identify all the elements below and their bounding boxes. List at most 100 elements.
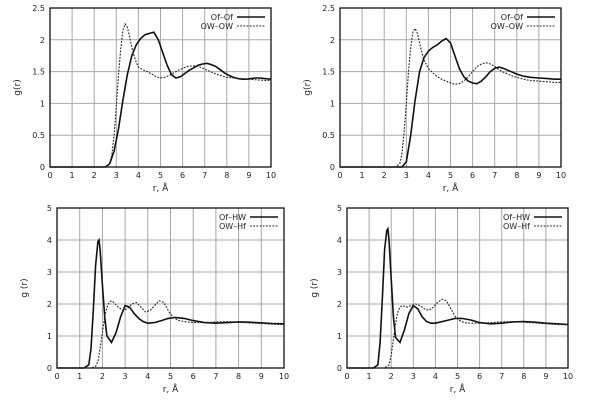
- y-axis-label: g(r): [13, 79, 23, 95]
- x-tick-label: 6: [470, 171, 475, 180]
- y-tick-label: 2.5: [322, 4, 335, 13]
- y-tick-label: 5: [337, 204, 342, 213]
- series-line-2: [50, 22, 271, 168]
- grid: [49, 7, 272, 168]
- y-tick-label: 0.5: [322, 131, 335, 140]
- x-tick-label: 0: [54, 372, 59, 381]
- chart-panel-2: 0 1 2 3 4 5 6 7 8 9 10 0 0.5 1 1.5 2 2.5 r, Å g(r) Of–OfOW–…: [303, 4, 566, 194]
- x-tick-label: 5: [448, 171, 453, 180]
- series-line-1: [347, 226, 569, 369]
- y-axis-label: g (r): [20, 278, 30, 297]
- x-tick-label: 7: [492, 171, 497, 180]
- y-axis-label: g(r): [303, 79, 313, 95]
- chart-panel-1: 0 1 2 3 4 5 6 7 8 9 10 0 0.5 1 1.5 2 2.5 r, Å g(r) Of–OfOW–…: [13, 4, 276, 194]
- x-tick-label: 5: [455, 372, 460, 381]
- x-axis-label: r, Å: [450, 383, 466, 395]
- x-axis-label: r, Å: [443, 182, 459, 194]
- y-tick-label: 0: [47, 364, 52, 373]
- plot-frame: [49, 7, 272, 168]
- x-tick-label: 6: [191, 372, 196, 381]
- x-tick-label: 2: [100, 372, 105, 381]
- x-tick-label: 10: [563, 372, 573, 381]
- x-tick-label: 5: [168, 372, 173, 381]
- plot-frame: [346, 207, 569, 369]
- legend-label: OW–OW: [201, 22, 234, 31]
- x-tick-label: 8: [514, 171, 519, 180]
- y-tick-label: 1.5: [32, 68, 45, 77]
- legend-label: Of–HW: [503, 213, 530, 222]
- x-tick-label: 4: [426, 171, 431, 180]
- x-tick-label: 3: [123, 372, 128, 381]
- y-tick-label: 1: [40, 99, 45, 108]
- x-tick-label: 3: [114, 171, 119, 180]
- legend-label: OW–OW: [491, 22, 524, 31]
- x-tick-label: 2: [389, 372, 394, 381]
- y-tick-label: 3: [47, 268, 52, 277]
- legend-label: Of–Of: [501, 13, 523, 22]
- x-tick-label: 1: [70, 171, 75, 180]
- series-line-1: [50, 31, 272, 168]
- x-tick-label: 7: [499, 372, 504, 381]
- x-tick-label: 4: [136, 171, 141, 180]
- y-tick-label: 2: [47, 300, 52, 309]
- x-tick-label: 1: [77, 372, 82, 381]
- y-tick-label: 1: [47, 332, 52, 341]
- x-tick-label: 10: [266, 171, 276, 180]
- plot-frame: [339, 7, 562, 168]
- x-tick-label: 3: [404, 171, 409, 180]
- x-tick-label: 9: [259, 372, 264, 381]
- x-tick-label: 6: [477, 372, 482, 381]
- x-tick-label: 1: [360, 171, 365, 180]
- plot-frame: [56, 207, 285, 369]
- y-axis-label: g (r): [310, 278, 320, 297]
- series-line-1: [57, 237, 285, 369]
- x-tick-label: 10: [279, 372, 289, 381]
- series-line-2: [57, 300, 285, 369]
- series-line-1: [340, 37, 561, 168]
- series-line-2: [347, 298, 569, 369]
- x-tick-label: 5: [158, 171, 163, 180]
- x-axis-label: r, Å: [153, 182, 169, 194]
- x-tick-label: 7: [202, 171, 207, 180]
- x-tick-label: 10: [556, 171, 566, 180]
- x-tick-label: 4: [433, 372, 438, 381]
- y-tick-label: 1: [337, 332, 342, 341]
- x-tick-label: 9: [543, 372, 548, 381]
- x-tick-label: 2: [382, 171, 387, 180]
- x-tick-label: 8: [521, 372, 526, 381]
- series-line-2: [340, 27, 561, 168]
- y-tick-label: 0: [40, 163, 45, 172]
- x-tick-label: 0: [337, 171, 342, 180]
- y-tick-label: 5: [47, 204, 52, 213]
- x-tick-label: 4: [145, 372, 150, 381]
- y-tick-label: 4: [337, 236, 342, 245]
- x-tick-label: 9: [246, 171, 251, 180]
- y-tick-label: 2: [337, 300, 342, 309]
- x-tick-label: 6: [180, 171, 185, 180]
- legend-label: OW–Hf: [503, 222, 530, 231]
- y-tick-label: 0.5: [32, 131, 45, 140]
- x-axis-label: r, Å: [163, 383, 179, 395]
- x-tick-label: 8: [224, 171, 229, 180]
- y-tick-label: 4: [47, 236, 52, 245]
- y-tick-label: 2.5: [32, 4, 45, 13]
- legend-label: Of–HW: [219, 213, 246, 222]
- x-tick-label: 9: [536, 171, 541, 180]
- legend-label: OW–Hf: [219, 222, 246, 231]
- grid: [339, 7, 562, 168]
- x-tick-label: 2: [92, 171, 97, 180]
- x-tick-label: 7: [213, 372, 218, 381]
- legend-label: Of–Of: [211, 13, 233, 22]
- y-tick-label: 2: [40, 36, 45, 45]
- y-tick-label: 2: [330, 36, 335, 45]
- x-tick-label: 1: [367, 372, 372, 381]
- y-tick-label: 1: [330, 99, 335, 108]
- y-tick-label: 1.5: [322, 68, 335, 77]
- x-tick-label: 3: [411, 372, 416, 381]
